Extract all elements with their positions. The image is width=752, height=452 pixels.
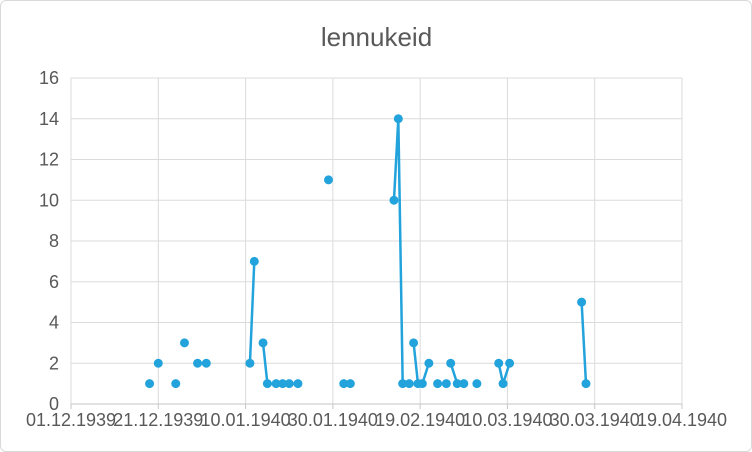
y-tick-label: 0 [49, 394, 59, 414]
data-point-marker [472, 379, 482, 389]
data-point-marker [498, 379, 508, 389]
data-point-marker [417, 379, 427, 389]
y-tick-label: 10 [39, 190, 59, 210]
data-point-marker [398, 379, 408, 389]
data-point-marker [278, 379, 288, 389]
data-point-marker [459, 379, 469, 389]
x-tick-label: 30.01.1940 [288, 410, 378, 430]
x-tick-label: 01.12.1939 [26, 410, 116, 430]
series-segment-line [412, 341, 420, 385]
data-point-marker [345, 379, 355, 389]
x-tick-label: 19.02.1940 [375, 410, 465, 430]
data-point-marker [153, 358, 163, 368]
data-point-marker [389, 195, 399, 205]
data-point-marker [441, 379, 451, 389]
x-tick-label: 10.03.1940 [462, 410, 552, 430]
data-point-marker [409, 338, 419, 348]
data-point-marker [201, 358, 211, 368]
data-point-marker [171, 379, 181, 389]
data-point-marker [393, 114, 403, 124]
y-tick-label: 4 [49, 313, 59, 333]
chart-title: lennukeid [321, 22, 432, 52]
data-point-marker [433, 379, 443, 389]
y-tick-label: 2 [49, 353, 59, 373]
y-tick-label: 16 [39, 68, 59, 88]
data-point-marker [258, 338, 268, 348]
data-point-marker [339, 379, 349, 389]
series-segment-line [580, 300, 588, 385]
data-point-marker [262, 379, 272, 389]
x-tick-label: 30.03.1940 [550, 410, 640, 430]
data-point-marker [271, 379, 281, 389]
data-point-marker [245, 358, 255, 368]
data-point-marker [179, 338, 189, 348]
data-point-marker [446, 358, 456, 368]
data-point-marker [145, 379, 155, 389]
data-point-marker [505, 358, 515, 368]
data-point-marker [293, 379, 303, 389]
data-point-marker [424, 358, 434, 368]
y-tick-label: 6 [49, 272, 59, 292]
data-point-marker [193, 358, 203, 368]
data-point-marker [404, 379, 414, 389]
y-tick-label: 8 [49, 231, 59, 251]
data-point-marker [284, 379, 294, 389]
series-segment-line [248, 260, 256, 365]
x-tick-label: 10.01.1940 [201, 410, 291, 430]
x-tick-label: 21.12.1939 [113, 410, 203, 430]
x-tick-label: 19.04.1940 [637, 410, 727, 430]
data-point-marker [494, 358, 504, 368]
data-point-marker [452, 379, 462, 389]
data-point-marker [249, 256, 259, 266]
data-point-marker [323, 175, 333, 185]
series-segment-line [392, 117, 404, 385]
data-point-marker [577, 297, 587, 307]
y-tick-label: 14 [39, 109, 59, 129]
y-tick-label: 12 [39, 150, 59, 170]
data-point-marker [581, 379, 591, 389]
